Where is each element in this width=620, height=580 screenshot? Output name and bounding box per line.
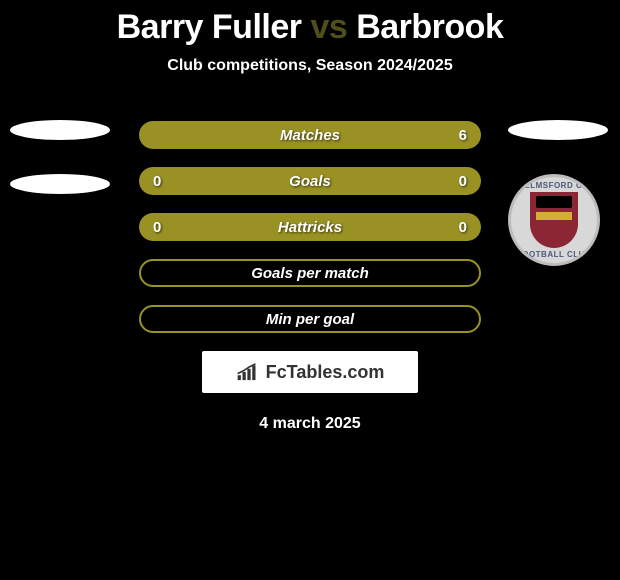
brand-banner: FcTables.com [202,351,418,393]
stats-container: Matches 6 0 Goals 0 0 Hattricks 0 Goals per matc… [139,121,481,333]
badge-top-text: CHELMSFORD CITY [512,181,596,190]
stat-row-matches: Matches 6 [139,121,481,149]
stat-row-goals-per-match: Goals per match [139,259,481,287]
badge-placeholder-1 [10,120,110,140]
chelmsford-badge: CHELMSFORD CITY FOOTBALL CLUB [508,174,600,266]
crest-icon [530,192,578,248]
title-vs: vs [310,8,347,46]
stat-row-min-per-goal: Min per goal [139,305,481,333]
stat-label: Goals per match [251,265,369,282]
brand-name: FcTables.com [266,362,385,383]
badge-placeholder-2 [10,174,110,194]
stat-label: Min per goal [266,311,354,328]
stat-label: Matches [280,127,340,144]
badge-placeholder-3 [508,120,608,140]
stat-left-value: 0 [153,219,161,236]
stat-row-hattricks: 0 Hattricks 0 [139,213,481,241]
title-player2: Barbrook [347,8,503,46]
page-title: Barry Fuller vs Barbrook [0,0,620,47]
left-badges [10,120,110,228]
right-badges: CHELMSFORD CITY FOOTBALL CLUB [508,120,608,266]
title-player1: Barry Fuller [117,8,311,46]
stat-row-goals: 0 Goals 0 [139,167,481,195]
badge-bottom-text: FOOTBALL CLUB [517,250,591,259]
stat-right-value: 0 [459,173,467,190]
stat-label: Goals [289,173,331,190]
chart-icon [236,362,262,382]
stat-right-value: 6 [459,127,467,144]
date-text: 4 march 2025 [0,415,620,433]
stat-right-value: 0 [459,219,467,236]
subtitle: Club competitions, Season 2024/2025 [0,57,620,75]
stat-label: Hattricks [278,219,342,236]
stat-left-value: 0 [153,173,161,190]
